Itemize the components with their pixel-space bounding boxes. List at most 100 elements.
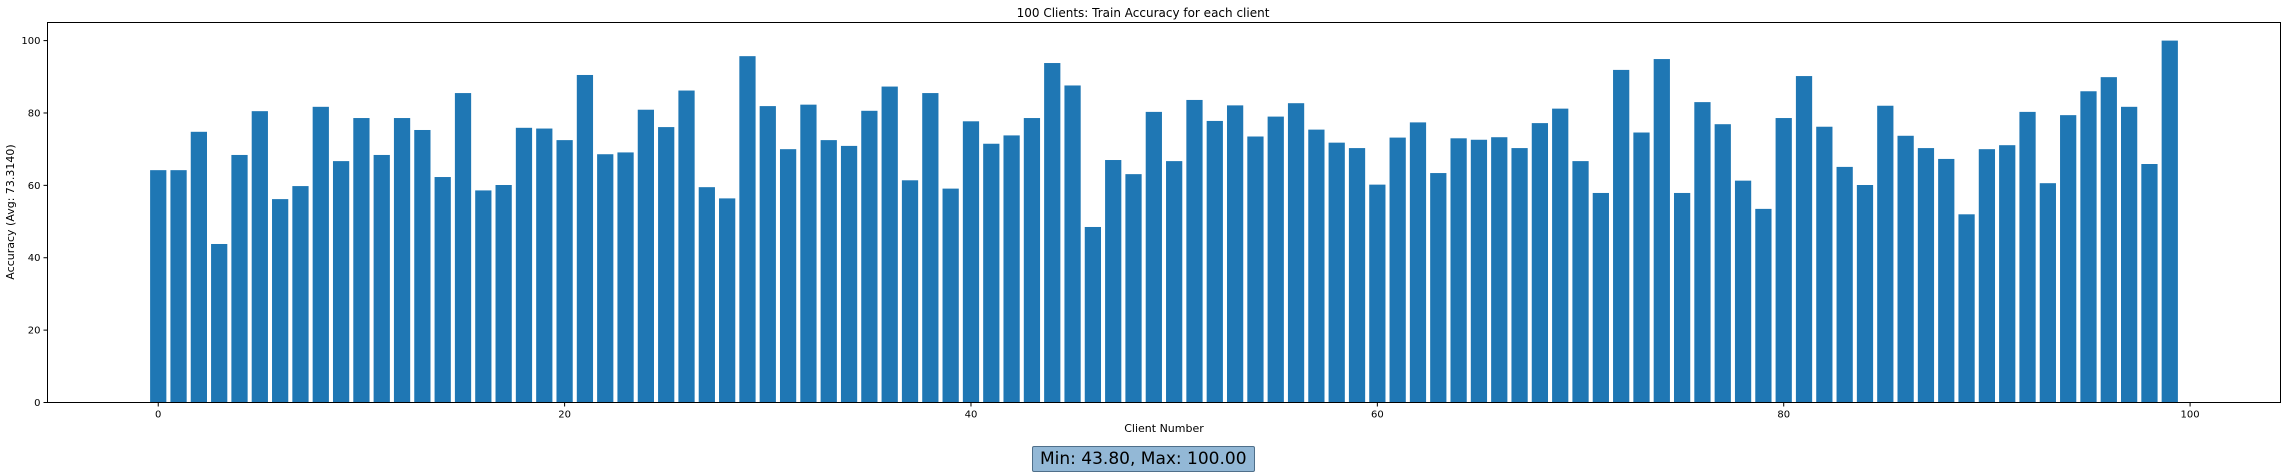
bar-client-53 — [1226, 105, 1244, 403]
bar-client-69 — [1552, 108, 1569, 403]
bar-client-4 — [231, 154, 248, 403]
bar-client-2 — [190, 131, 207, 403]
bar-client-90 — [1978, 149, 1996, 403]
bar-client-65 — [1470, 139, 1488, 403]
bar-client-41 — [983, 143, 1000, 403]
bar-client-98 — [2141, 164, 2158, 403]
y-tick-label: 60 — [28, 181, 41, 192]
bar-client-40 — [962, 121, 980, 403]
bar-client-51 — [1186, 99, 1203, 403]
bar-client-62 — [1409, 122, 1427, 403]
bar-client-44 — [1044, 63, 1061, 403]
bar-client-67 — [1511, 148, 1528, 403]
bar-client-6 — [272, 199, 289, 403]
bar-client-54 — [1247, 136, 1264, 403]
bar-client-47 — [1105, 160, 1122, 403]
min-max-stats-text: Min: 43.80, Max: 100.00 — [1040, 449, 1247, 469]
bar-client-28 — [719, 198, 736, 403]
bar-client-26 — [678, 90, 695, 403]
bar-client-35 — [861, 110, 878, 403]
bar-client-19 — [536, 128, 553, 403]
bar-client-73 — [1633, 132, 1650, 403]
bar-client-52 — [1206, 120, 1223, 403]
bar-client-88 — [1938, 158, 1955, 403]
x-tick-label: 60 — [1371, 410, 1384, 421]
bar-client-83 — [1836, 166, 1853, 403]
bar-client-14 — [434, 177, 451, 403]
bar-client-9 — [332, 161, 350, 403]
bar-client-92 — [2019, 111, 2036, 403]
y-tick-label: 80 — [28, 108, 41, 119]
bar-client-89 — [1958, 214, 1975, 403]
bar-client-17 — [495, 185, 512, 403]
bar-client-95 — [2080, 91, 2097, 403]
x-tick-label: 100 — [2181, 410, 2200, 421]
bar-client-36 — [881, 86, 898, 403]
bar-client-87 — [1917, 148, 1935, 403]
y-tick-label: 40 — [28, 253, 41, 264]
y-axis-label: Accuracy (Avg: 73.3140) — [4, 144, 17, 279]
bar-client-7 — [292, 186, 309, 403]
x-axis-label: Client Number — [1124, 422, 1204, 435]
bar-client-74 — [1653, 59, 1670, 403]
bar-client-3 — [211, 243, 228, 403]
y-tick-label: 100 — [21, 36, 40, 47]
bar-client-85 — [1877, 105, 1894, 403]
bar-client-79 — [1755, 208, 1772, 403]
bar-client-60 — [1369, 184, 1386, 403]
bar-client-66 — [1491, 137, 1508, 403]
bar-client-70 — [1572, 161, 1589, 403]
bar-client-78 — [1734, 180, 1752, 403]
bar-client-1 — [170, 170, 187, 403]
x-tick-label: 40 — [965, 410, 978, 421]
y-axis-ticks: 0 20 40 60 80 100 — [21, 36, 48, 409]
bar-client-23 — [617, 152, 634, 403]
bar-client-50 — [1166, 161, 1183, 403]
bar-client-8 — [312, 106, 329, 403]
bar-client-15 — [454, 93, 472, 403]
bar-client-11 — [373, 154, 390, 403]
bar-client-10 — [353, 118, 370, 403]
bar-client-33 — [820, 140, 837, 403]
bar-client-21 — [576, 74, 594, 403]
plot-frame — [47, 22, 2281, 403]
bar-client-58 — [1328, 142, 1345, 403]
bar-client-13 — [414, 129, 431, 403]
bar-client-81 — [1795, 76, 1813, 403]
bar-client-99 — [2161, 40, 2178, 403]
bar-client-37 — [901, 180, 919, 403]
bar-client-46 — [1084, 226, 1102, 403]
bar-client-68 — [1531, 123, 1549, 403]
bar-client-61 — [1389, 137, 1406, 403]
bar-client-45 — [1064, 85, 1081, 403]
bar-client-97 — [2121, 106, 2138, 403]
bar-client-24 — [637, 109, 654, 403]
bar-client-63 — [1430, 173, 1447, 403]
bar-client-71 — [1592, 192, 1609, 403]
bar-client-72 — [1613, 69, 1630, 403]
bar-client-84 — [1856, 185, 1874, 403]
bar-client-91 — [1999, 145, 2016, 403]
bar-client-12 — [393, 118, 411, 403]
bar-client-32 — [800, 104, 817, 403]
x-tick-label: 80 — [1777, 410, 1790, 421]
bar-client-80 — [1775, 118, 1792, 403]
bar-client-29 — [739, 56, 756, 403]
bar-client-55 — [1267, 116, 1284, 403]
chart-title: 100 Clients: Train Accuracy for each cli… — [1017, 6, 1270, 20]
bar-client-59 — [1348, 148, 1366, 403]
bar-client-31 — [779, 149, 797, 403]
bar-client-57 — [1308, 129, 1325, 403]
y-tick-label: 0 — [34, 398, 40, 409]
bar-client-18 — [515, 127, 533, 403]
bar-client-5 — [251, 111, 268, 403]
x-tick-label: 0 — [155, 410, 161, 421]
bar-client-30 — [759, 106, 776, 403]
bar-client-93 — [2039, 183, 2056, 403]
x-axis-ticks: 0 20 40 60 80 100 — [155, 402, 2200, 421]
y-tick-label: 20 — [28, 326, 41, 337]
min-max-stats-box: Min: 43.80, Max: 100.00 — [1032, 446, 1255, 472]
bar-client-77 — [1714, 124, 1731, 403]
bar-client-22 — [597, 154, 614, 403]
